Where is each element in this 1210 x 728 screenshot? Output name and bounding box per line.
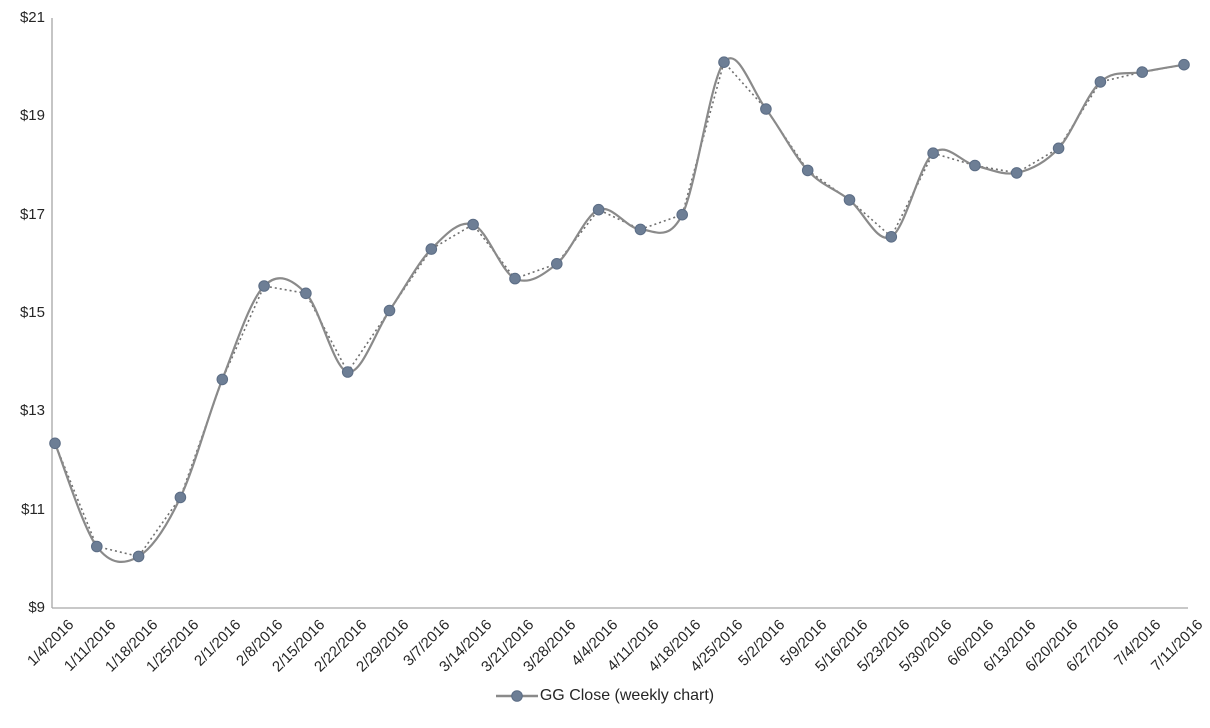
data-point-marker [1178,58,1190,71]
y-tick-label: $11 [21,500,45,518]
y-tick-label: $19 [19,107,45,125]
data-point-marker [425,243,438,255]
data-point-marker [885,231,898,243]
data-point-marker [174,491,187,504]
data-point-marker [132,550,145,563]
data-point-marker [676,208,689,221]
data-point-marker [341,366,354,378]
data-point-marker [634,223,647,236]
data-point-marker [1136,66,1148,78]
y-tick-label: $9 [28,599,45,616]
data-point-marker [258,280,270,292]
data-point-marker [592,203,605,216]
y-tick-label: $21 [19,9,45,26]
data-point-marker [843,194,856,206]
y-tick-label: $13 [19,402,45,420]
legend: GG Close (weekly chart) [0,687,1210,705]
legend-marker-dot [511,690,523,702]
y-tick-label: $17 [19,205,45,223]
data-point-marker [760,103,772,115]
data-point-marker [91,540,103,553]
series-smooth-line [53,57,1185,563]
data-point-marker [467,218,479,231]
data-point-marker [216,373,229,386]
data-point-marker [383,304,396,317]
data-point-marker [509,272,521,285]
data-point-marker [551,258,563,270]
data-point-marker [1010,167,1023,179]
data-point-marker [718,56,730,69]
y-tick-label: $15 [19,304,45,321]
data-point-marker [969,159,981,172]
data-point-marker [1052,142,1065,155]
data-point-marker [49,437,61,450]
legend-line-marker-icon [495,690,538,702]
data-point-marker [1094,76,1107,88]
data-point-marker [927,147,939,159]
data-point-marker [300,287,312,300]
legend-series-label: GG Close (weekly chart) [539,687,715,704]
data-point-marker [801,164,814,177]
series-dotted-line [54,60,1185,558]
